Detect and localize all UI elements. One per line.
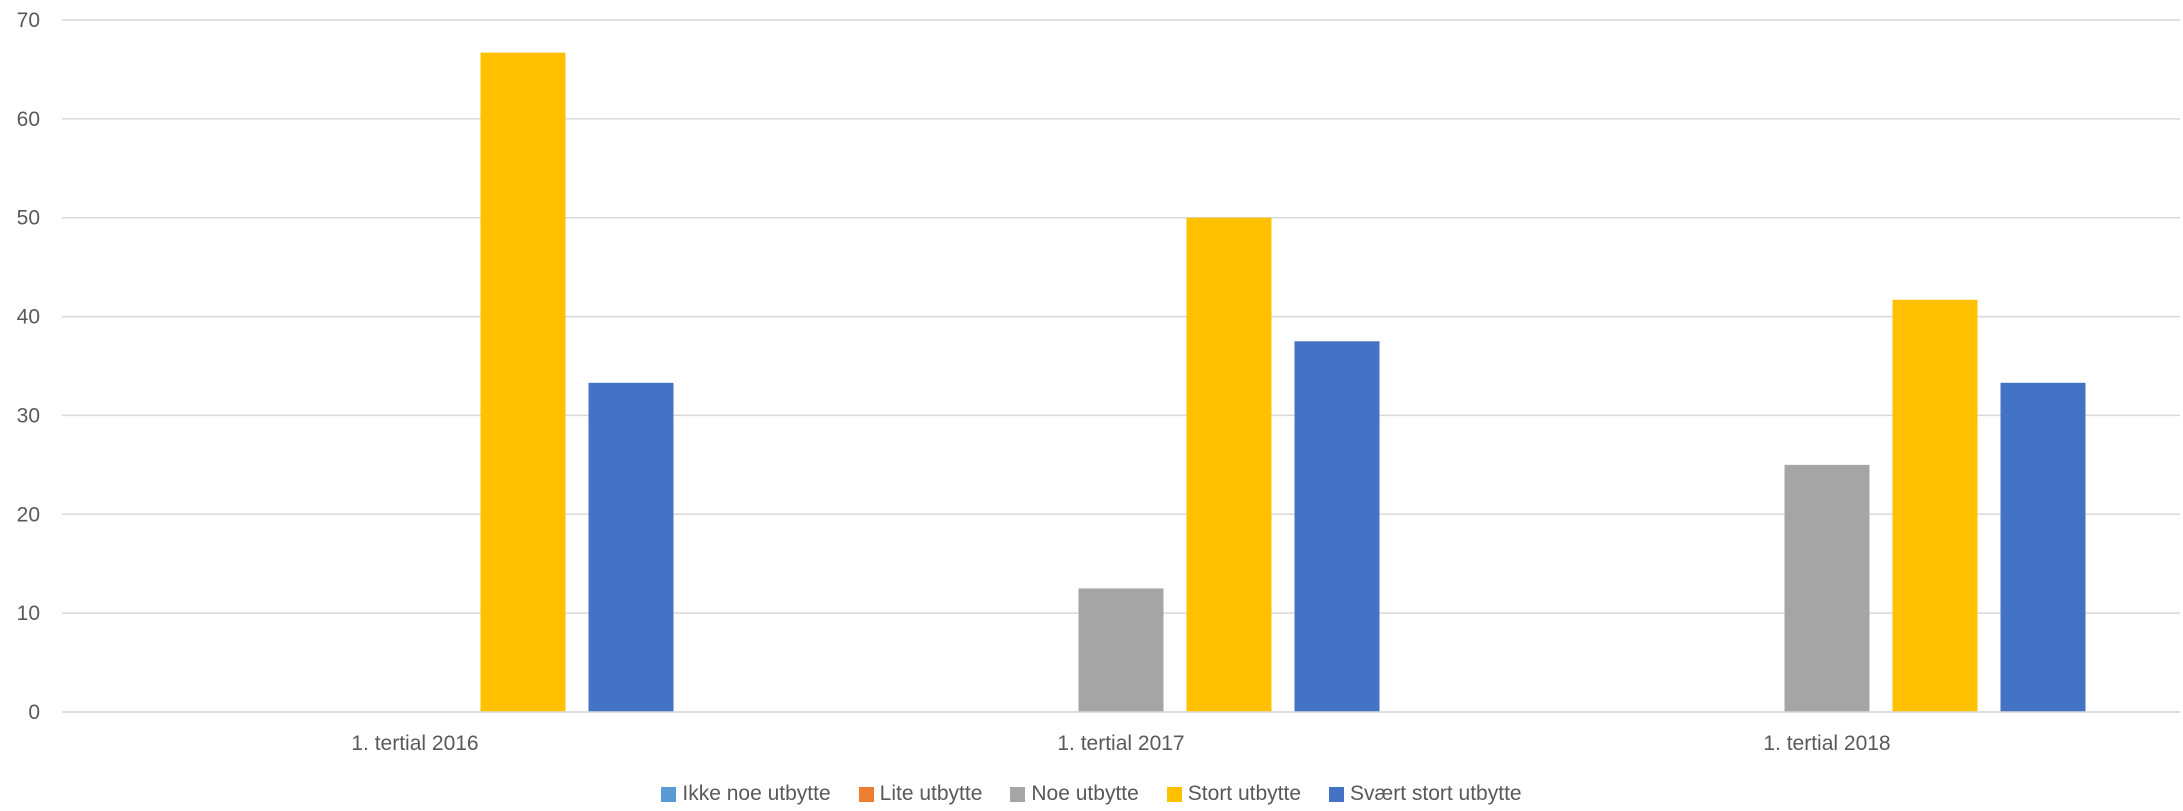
x-tick-label: 1. tertial 2018 <box>1763 732 1890 755</box>
legend-label: Ikke noe utbytte <box>682 782 831 805</box>
bar-stort-utbytte-2 <box>1892 299 1978 712</box>
legend-swatch <box>1010 786 1026 802</box>
x-tick-label: 1. tertial 2016 <box>351 732 478 755</box>
legend-swatch <box>1166 786 1182 802</box>
y-tick-label: 0 <box>28 701 40 724</box>
x-tick-label: 1. tertial 2017 <box>1057 732 1184 755</box>
legend-item: Ikke noe utbytte <box>661 782 831 806</box>
bar-stort-utbytte-1 <box>1186 217 1272 712</box>
bar-series <box>480 52 2086 712</box>
legend-label: Stort utbytte <box>1187 782 1302 805</box>
legend-item: Noe utbytte <box>1010 782 1139 806</box>
y-tick-label: 40 <box>17 306 40 329</box>
bar-sv-rt-stort-utbytte-0 <box>588 382 674 712</box>
bar-stort-utbytte-0 <box>480 52 566 712</box>
legend: Ikke noe utbytte Lite utbytte Noe utbytte S… <box>0 782 2183 806</box>
y-tick-label: 50 <box>17 207 40 230</box>
legend-item: Svært stort utbytte <box>1329 782 1522 806</box>
grid-lines <box>62 19 2180 713</box>
legend-label: Noe utbytte <box>1031 782 1139 805</box>
bar-noe-utbytte-2 <box>1784 464 1870 712</box>
bar-sv-rt-stort-utbytte-2 <box>2000 382 2086 712</box>
legend-item: Stort utbytte <box>1166 782 1302 806</box>
y-tick-label: 70 <box>17 9 40 32</box>
legend-swatch <box>858 786 874 802</box>
y-axis-ticks: 0 10 20 30 40 50 60 70 <box>17 9 40 724</box>
y-tick-label: 10 <box>17 602 40 625</box>
y-tick-label: 20 <box>17 503 40 526</box>
y-tick-label: 60 <box>17 108 40 131</box>
legend-label: Svært stort utbytte <box>1350 782 1522 805</box>
bar-noe-utbytte-1 <box>1078 588 1164 712</box>
legend-swatch <box>661 786 677 802</box>
legend-swatch <box>1329 786 1345 802</box>
legend-item: Lite utbytte <box>858 782 983 806</box>
x-axis-ticks: 1. tertial 2016 1. tertial 2017 1. tertial… <box>62 711 2180 755</box>
bar-sv-rt-stort-utbytte-1 <box>1294 341 1380 712</box>
y-tick-label: 30 <box>17 404 40 427</box>
legend-label: Lite utbytte <box>879 782 983 805</box>
